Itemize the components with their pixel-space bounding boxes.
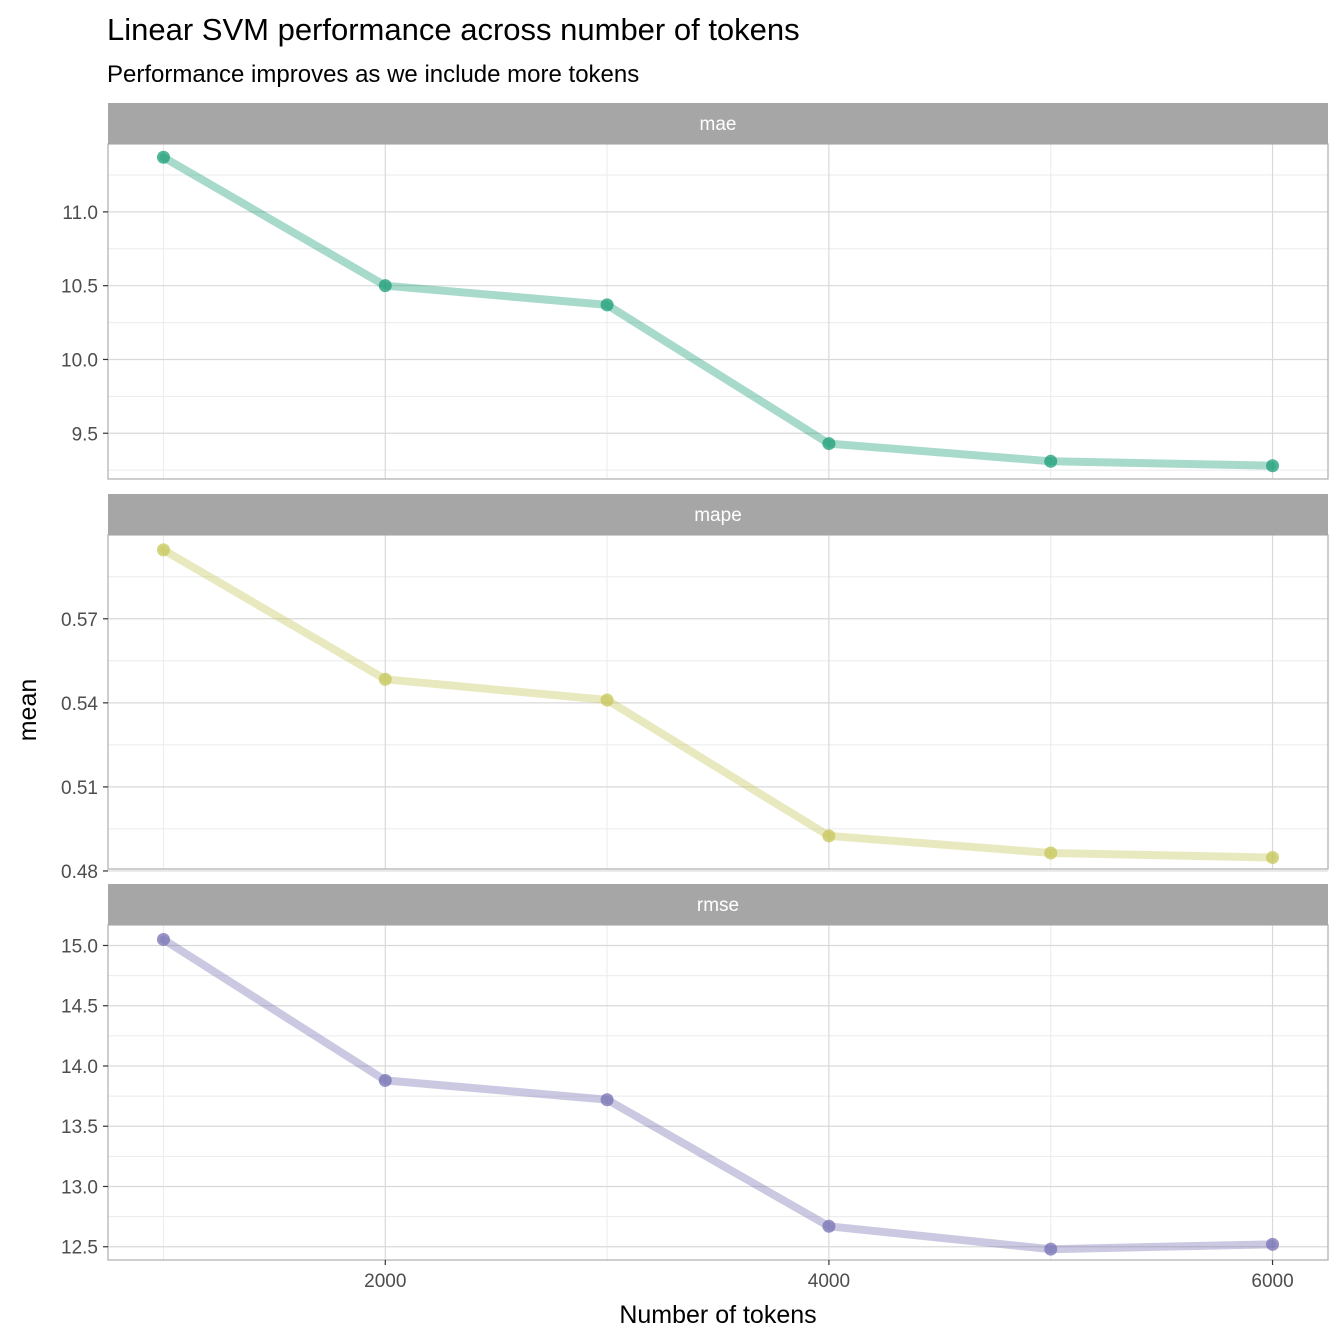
data-point bbox=[156, 150, 170, 164]
panel-background bbox=[108, 535, 1328, 869]
y-tick-label: 14.0 bbox=[61, 1057, 98, 1078]
panel-rmse: rmse 12.5 13.0 13.5 14.0 14.5 15.0 bbox=[61, 884, 1329, 1261]
facet-strip bbox=[108, 884, 1328, 925]
data-point bbox=[600, 298, 614, 312]
panel-mae: mae 9.5 10.0 10.5 11.0 bbox=[61, 103, 1329, 480]
series-line-mae bbox=[159, 153, 1277, 470]
y-tick-label: 15.0 bbox=[61, 936, 98, 957]
x-axis-title: Number of tokens bbox=[619, 1301, 816, 1329]
facet-strip-label: rmse bbox=[697, 895, 739, 916]
data-point bbox=[378, 672, 392, 686]
data-point bbox=[1266, 851, 1280, 865]
panel-background bbox=[108, 144, 1328, 479]
data-point bbox=[378, 279, 392, 293]
facet-strip-label: mae bbox=[700, 114, 737, 135]
x-tick-label: 4000 bbox=[808, 1271, 850, 1292]
data-point bbox=[1044, 1242, 1058, 1256]
data-point bbox=[822, 829, 836, 843]
chart-title: Linear SVM performance across number of … bbox=[107, 12, 800, 47]
y-tick-label: 0.51 bbox=[61, 778, 98, 799]
y-tick-label: 14.5 bbox=[61, 997, 98, 1018]
data-point bbox=[378, 1073, 392, 1087]
series-line-mape bbox=[159, 545, 1277, 862]
y-tick-label: 12.5 bbox=[61, 1238, 98, 1259]
panel-background bbox=[108, 925, 1328, 1260]
y-tick-label: 10.5 bbox=[61, 277, 98, 298]
x-tick-label: 2000 bbox=[364, 1271, 406, 1292]
data-point bbox=[1266, 1237, 1280, 1251]
data-point bbox=[1044, 846, 1058, 860]
facet-strip bbox=[108, 103, 1328, 144]
data-point bbox=[600, 693, 614, 707]
facet-strip-label: mape bbox=[694, 505, 742, 526]
data-point bbox=[156, 932, 170, 946]
data-point bbox=[822, 1219, 836, 1233]
y-tick-label: 13.5 bbox=[61, 1117, 98, 1138]
data-point bbox=[600, 1093, 614, 1107]
y-tick-label: 9.5 bbox=[72, 424, 98, 445]
data-point bbox=[822, 437, 836, 451]
data-point bbox=[156, 543, 170, 557]
series-line-rmse bbox=[159, 935, 1277, 1254]
chart-subtitle: Performance improves as we include more … bbox=[107, 61, 639, 88]
data-point bbox=[1044, 454, 1058, 468]
data-point bbox=[1266, 459, 1280, 473]
y-axis-title: mean bbox=[14, 679, 42, 742]
y-tick-label: 10.0 bbox=[61, 350, 98, 371]
y-tick-label: 0.57 bbox=[61, 610, 98, 631]
x-tick-label: 6000 bbox=[1251, 1271, 1293, 1292]
facet-panels: mae 9.5 10.0 10.5 11.0 mape 0.48 0.51 0.54 0.57 rm… bbox=[61, 103, 1329, 1261]
y-tick-label: 11.0 bbox=[62, 203, 98, 224]
y-tick-label: 0.48 bbox=[61, 862, 98, 883]
y-tick-label: 13.0 bbox=[61, 1177, 98, 1198]
y-tick-label: 0.54 bbox=[61, 694, 98, 715]
x-axis: 2000 4000 6000 bbox=[364, 1260, 1294, 1292]
panel-mape: mape 0.48 0.51 0.54 0.57 bbox=[61, 494, 1329, 883]
facet-strip bbox=[108, 494, 1328, 535]
